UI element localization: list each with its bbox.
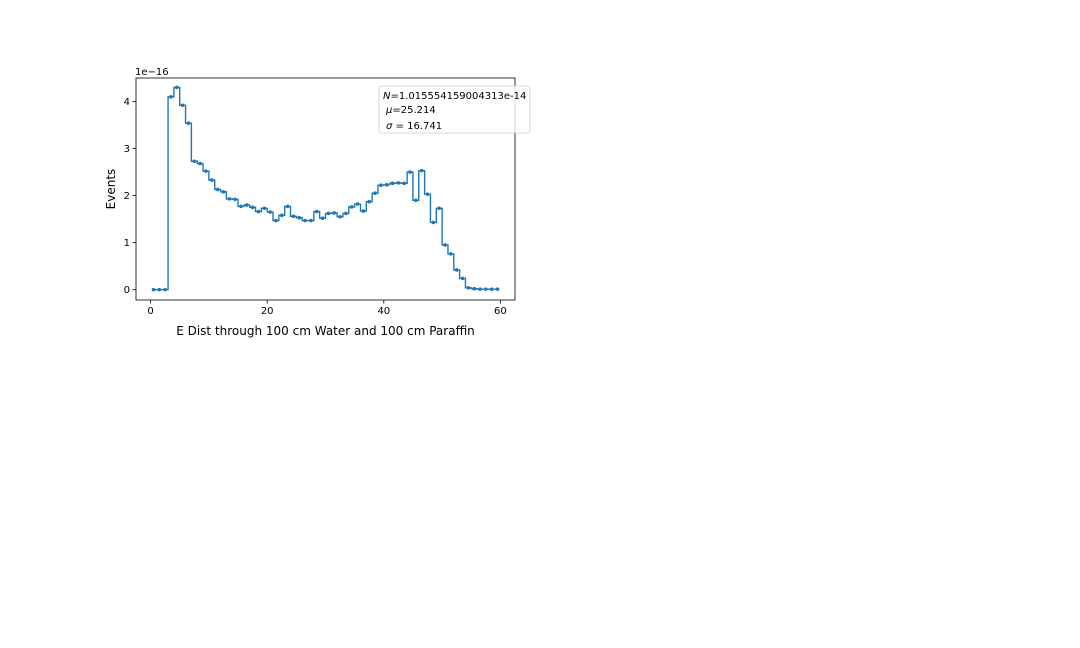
data-point: [454, 268, 459, 272]
data-point: [437, 206, 442, 211]
y-offset-label: 1e−16: [135, 67, 169, 78]
data-point: [431, 220, 436, 225]
legend-entry-sigma: σ = 16.741: [386, 121, 442, 132]
data-point: [250, 205, 255, 210]
data-point: [186, 121, 191, 125]
data-point: [484, 287, 488, 291]
data-point: [192, 159, 197, 164]
data-point: [256, 209, 261, 214]
y-tick-label: 1: [124, 238, 130, 249]
x-axis: 0 20 40 60: [147, 300, 507, 317]
data-point: [408, 170, 412, 174]
data-point: [402, 181, 407, 186]
y-tick-label: 0: [124, 285, 130, 296]
legend-value-n: =1.015554159004313e-14: [390, 91, 526, 102]
data-point: [227, 197, 232, 201]
data-point: [361, 209, 366, 213]
data-point: [180, 103, 185, 108]
data-point: [373, 191, 377, 196]
plot-content: [151, 85, 500, 292]
data-point: [285, 204, 290, 209]
data-point: [169, 95, 173, 99]
data-point: [414, 198, 418, 203]
data-point: [355, 202, 360, 206]
data-point: [425, 192, 430, 196]
plot-frame: [135, 77, 516, 301]
data-point: [390, 181, 395, 186]
data-point: [297, 215, 302, 220]
legend-symbol-n: N: [383, 91, 391, 102]
data-point: [274, 218, 278, 223]
y-tick-label: 3: [124, 144, 130, 155]
y-axis: 0 1 2 3 4: [124, 97, 136, 296]
data-point: [478, 287, 482, 291]
data-point: [210, 178, 214, 182]
data-point: [151, 287, 156, 292]
data-point: [338, 214, 342, 219]
legend-value-sigma: = 16.741: [392, 121, 442, 132]
data-point: [449, 252, 453, 256]
data-point: [443, 243, 447, 247]
data-point: [198, 161, 202, 166]
data-point: [291, 214, 296, 219]
data-point: [332, 211, 337, 215]
data-point: [309, 218, 313, 223]
y-tick-label: 4: [124, 97, 130, 108]
data-point: [157, 287, 162, 292]
data-point: [367, 199, 372, 204]
data-point: [419, 168, 424, 173]
data-point: [349, 205, 354, 209]
data-point: [163, 287, 167, 292]
legend-value-mu: =25.214: [392, 105, 435, 116]
legend-symbol-sigma: σ: [386, 121, 393, 132]
data-point: [204, 169, 208, 173]
x-axis-label: E Dist through 100 cm Water and 100 cm P…: [176, 324, 475, 338]
data-point: [320, 216, 325, 220]
x-tick-label: 0: [147, 306, 153, 317]
data-point: [379, 183, 383, 188]
legend-entry-mu: μ=25.214: [385, 105, 436, 116]
data-point: [495, 287, 500, 291]
data-point: [215, 187, 220, 192]
data-point: [314, 209, 319, 214]
data-point: [221, 190, 226, 194]
x-tick-label: 20: [261, 306, 274, 317]
data-point: [175, 85, 179, 90]
data-point: [489, 287, 494, 291]
y-tick-label: 2: [124, 191, 130, 202]
data-point: [244, 203, 249, 207]
legend-box: [378, 85, 531, 134]
data-point: [384, 182, 389, 187]
data-point: [279, 213, 284, 218]
y-axis-label: Events: [104, 169, 118, 210]
legend: N=1.015554159004313e-14 μ=25.214 σ = 16.…: [378, 85, 531, 134]
x-tick-label: 40: [377, 306, 390, 317]
legend-entry-n: N=1.015554159004313e-14: [383, 91, 526, 102]
data-point: [262, 206, 267, 211]
data-point: [303, 218, 307, 223]
data-point: [396, 181, 401, 185]
data-point: [268, 210, 272, 214]
legend-symbol-mu: μ: [385, 105, 392, 116]
data-point: [466, 285, 471, 290]
data-point: [239, 204, 243, 209]
data-point: [233, 197, 237, 202]
data-point: [460, 276, 465, 281]
data-point: [344, 211, 348, 216]
data-point: [472, 286, 476, 291]
data-point: [326, 211, 331, 216]
x-tick-label: 60: [494, 306, 507, 317]
